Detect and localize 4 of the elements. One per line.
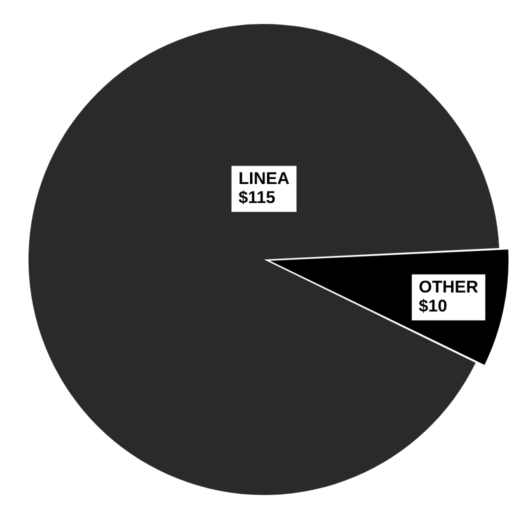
- slice-label: LINEA: [238, 169, 290, 188]
- slice-label: OTHER: [418, 278, 478, 297]
- data-label: $10: [418, 296, 448, 316]
- data-label: $115: [238, 188, 276, 208]
